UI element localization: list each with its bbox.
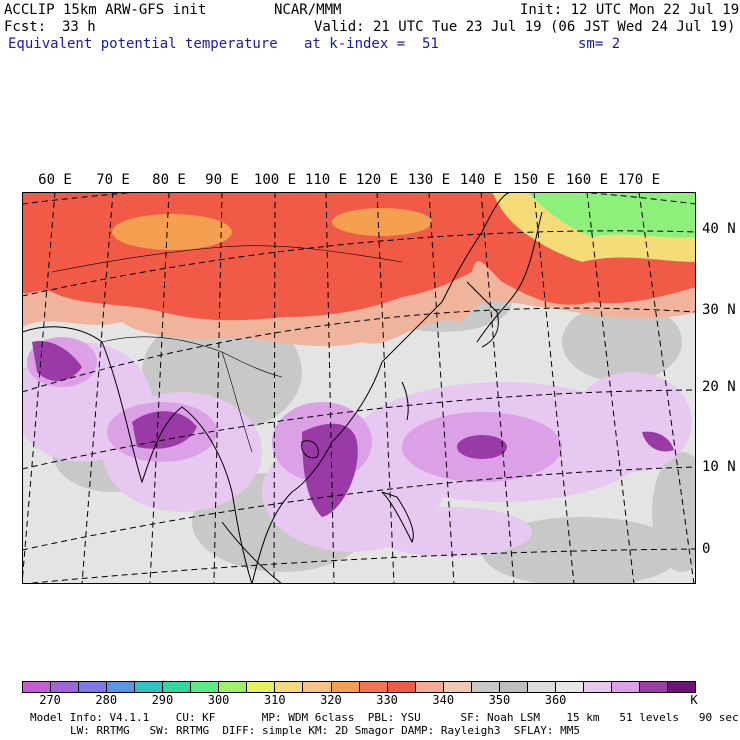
colorbar-label: 290 bbox=[151, 693, 174, 707]
green-region bbox=[527, 192, 696, 238]
lon-label-170e: 170 E bbox=[617, 172, 661, 188]
lat-label-20n: 20 N bbox=[702, 379, 736, 395]
colorbar-swatch bbox=[555, 682, 584, 692]
colorbar-swatch bbox=[331, 682, 360, 692]
colorbar-swatch bbox=[107, 682, 136, 692]
colorbar-swatch bbox=[219, 682, 248, 692]
colorbar-swatch bbox=[415, 682, 444, 692]
colorbar-swatch bbox=[191, 682, 220, 692]
colorbar-swatch bbox=[163, 682, 192, 692]
colorbar-swatch bbox=[79, 682, 108, 692]
colorbar-swatch bbox=[499, 682, 528, 692]
colorbar-label: 320 bbox=[320, 693, 342, 707]
colorbar-swatch bbox=[23, 682, 52, 692]
lon-label-160e: 160 E bbox=[565, 172, 609, 188]
lat-lon-grid bbox=[22, 192, 696, 584]
field-name: Equivalent potential temperature bbox=[8, 36, 278, 52]
valid-time: Valid: 21 UTC Tue 23 Jul 19 (06 JST Wed … bbox=[314, 19, 736, 35]
lon-label-70e: 70 E bbox=[96, 172, 130, 188]
dark-purple-shading bbox=[32, 341, 674, 517]
country-borders bbox=[51, 245, 403, 453]
colorbar-swatch bbox=[583, 682, 612, 692]
lon-label-130e: 130 E bbox=[407, 172, 451, 188]
colorbar-swatch bbox=[247, 682, 276, 692]
colorbar-swatch bbox=[443, 682, 472, 692]
smoothing-label: sm= 2 bbox=[578, 36, 621, 52]
model-info-line1: Model Info: V4.1.1 CU: KF MP: WDM 6class… bbox=[30, 711, 739, 724]
colorbar-label: 360 bbox=[544, 693, 567, 707]
org-label: NCAR/MMM bbox=[274, 2, 342, 18]
lon-label-110e: 110 E bbox=[304, 172, 348, 188]
map-frame bbox=[22, 192, 696, 584]
colorbar-swatch bbox=[135, 682, 164, 692]
lon-label-120e: 120 E bbox=[355, 172, 399, 188]
colorbar-label: 270 bbox=[39, 693, 61, 707]
lon-label-60e: 60 E bbox=[38, 172, 72, 188]
colorbar-label: 280 bbox=[95, 693, 118, 707]
coastlines bbox=[22, 192, 543, 584]
colorbar-swatch bbox=[387, 682, 416, 692]
colorbar-swatch bbox=[303, 682, 332, 692]
colorbar-label: 310 bbox=[263, 693, 286, 707]
colorbar-label: 350 bbox=[488, 693, 511, 707]
model-info-line2: LW: RRTMG SW: RRTMG DIFF: simple KM: 2D … bbox=[70, 724, 580, 737]
lon-label-150e: 150 E bbox=[512, 172, 556, 188]
colorbar-label: 300 bbox=[207, 693, 230, 707]
lon-label-140e: 140 E bbox=[459, 172, 503, 188]
lat-label-30n: 30 N bbox=[702, 302, 736, 318]
level-label: at k-index = 51 bbox=[304, 36, 439, 52]
colorbar-swatch bbox=[51, 682, 80, 692]
colorbar-swatch bbox=[471, 682, 500, 692]
colorbar-swatch bbox=[527, 682, 556, 692]
lon-label-90e: 90 E bbox=[205, 172, 239, 188]
lat-label-40n: 40 N bbox=[702, 221, 736, 237]
colorbar-label: 340 bbox=[432, 693, 455, 707]
orange-patches bbox=[112, 208, 432, 250]
forecast-label: Fcst: bbox=[4, 19, 47, 35]
colorbar-swatch bbox=[640, 682, 669, 692]
colorbar-swatch bbox=[275, 682, 304, 692]
lat-label-0: 0 bbox=[702, 541, 711, 557]
lat-label-10n: 10 N bbox=[702, 459, 736, 475]
colorbar-swatch bbox=[611, 682, 641, 692]
lon-label-100e: 100 E bbox=[253, 172, 297, 188]
lon-label-80e: 80 E bbox=[152, 172, 186, 188]
forecast-hours: 33 h bbox=[62, 19, 96, 35]
model-title: ACCLIP 15km ARW-GFS init bbox=[4, 2, 207, 18]
theta-e-map bbox=[22, 192, 696, 584]
colorbar bbox=[22, 681, 696, 693]
init-time: Init: 12 UTC Mon 22 Jul 19 bbox=[520, 2, 740, 18]
colorbar-swatch bbox=[359, 682, 388, 692]
colorbar-label: K bbox=[690, 693, 698, 707]
colorbar-label: 330 bbox=[376, 693, 398, 707]
colorbar-swatch bbox=[668, 682, 696, 692]
